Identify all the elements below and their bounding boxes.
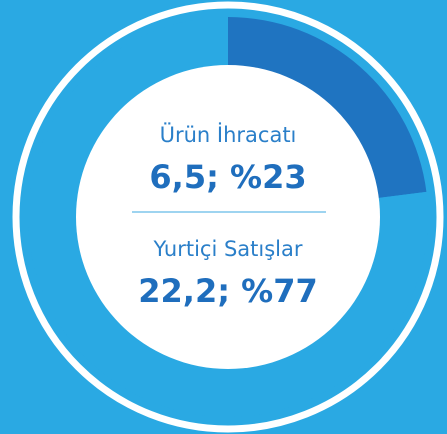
value-label: 22,2; %77 <box>138 272 317 310</box>
category-label: Yurtiçi Satışlar <box>152 237 302 261</box>
donut <box>27 17 428 418</box>
donut-segment <box>228 17 427 199</box>
value-label: 6,5; %23 <box>149 158 306 196</box>
category-label: Ürün İhracatı <box>160 122 297 147</box>
inner-circle <box>76 65 380 369</box>
outer-ring <box>12 1 444 433</box>
